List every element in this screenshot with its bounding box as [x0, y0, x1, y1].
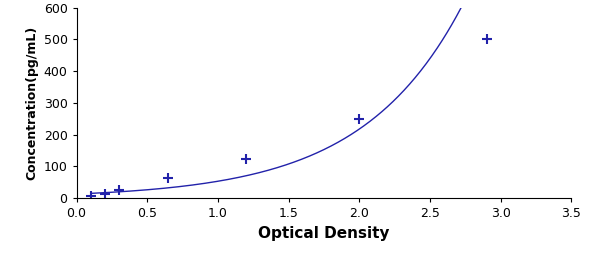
Y-axis label: Concentration(pg/mL): Concentration(pg/mL)	[25, 26, 38, 180]
X-axis label: Optical Density: Optical Density	[258, 226, 390, 241]
